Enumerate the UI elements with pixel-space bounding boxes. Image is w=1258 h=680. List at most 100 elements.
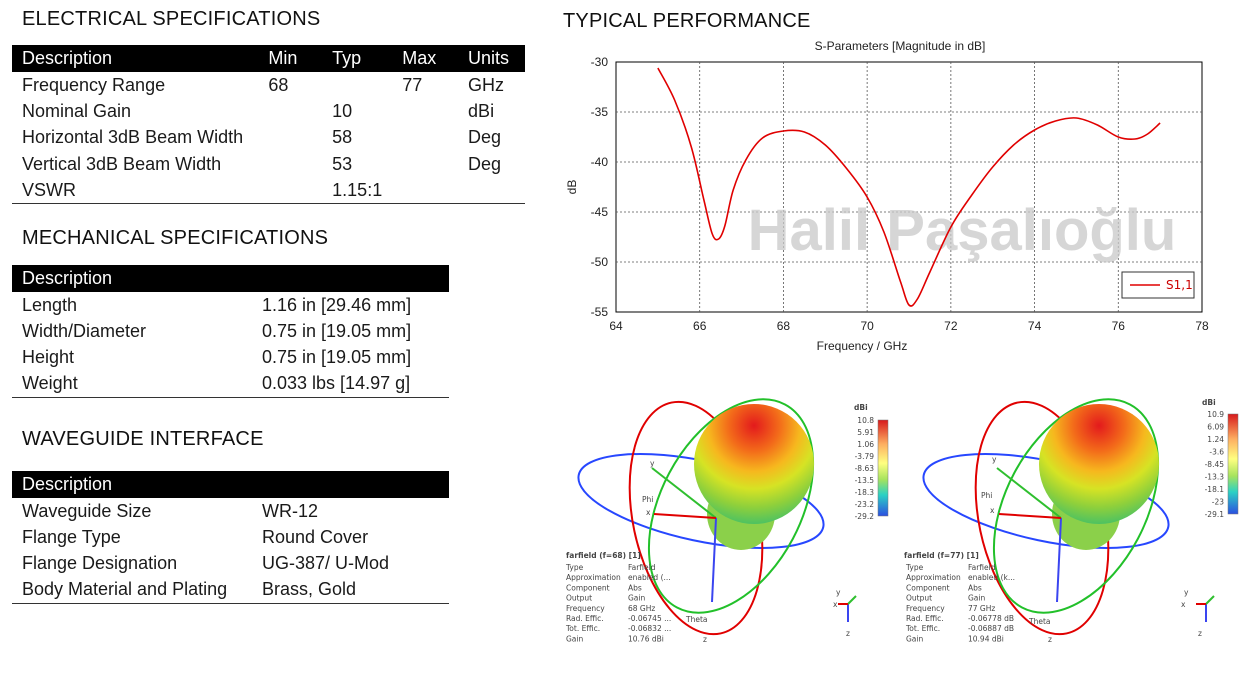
property-name: Gain	[566, 634, 583, 643]
farfield-plot-68: y Phi x Theta z dBi 10.8 5.91 1.06 -3.79 -8.…	[565, 398, 889, 644]
col-header-typ: Typ	[322, 45, 393, 72]
legend-label-s11: S1,1	[1166, 278, 1193, 292]
cell: Horizontal 3dB Beam Width	[22, 127, 244, 148]
property-value: enabled (k...	[968, 573, 1015, 582]
mechanical-spec-table: Description Length 1.16 in [29.46 mm] Wid…	[12, 265, 449, 398]
cell	[258, 125, 322, 151]
cell: Flange Designation	[22, 553, 178, 574]
cell: 10	[332, 100, 353, 121]
z-axis-arrow	[711, 517, 717, 603]
cell	[258, 151, 322, 177]
property-value: Gain	[968, 594, 985, 603]
cell: Frequency Range	[22, 74, 166, 95]
farfield-properties: Type Farfield Approximation enabled (k... Co…	[905, 563, 1015, 643]
colorbar-tick-label: -29.1	[1205, 510, 1225, 519]
z-axis-arrow	[1056, 517, 1062, 603]
cell	[322, 72, 392, 98]
phi-label: Phi	[981, 491, 992, 500]
cell: Waveguide Size	[22, 500, 152, 521]
y-tick-label: -35	[591, 105, 609, 119]
cell: Brass, Gold	[252, 576, 449, 604]
y-tick-label: -55	[591, 305, 609, 319]
cell: 1.16 in [29.46 mm]	[262, 294, 412, 315]
y-tick-label: -45	[591, 205, 609, 219]
x-tick-label: 76	[1112, 319, 1126, 333]
x-axis-arrow	[653, 513, 717, 519]
table-row: Height 0.75 in [19.05 mm]	[12, 345, 449, 371]
table-header-row: Description	[12, 471, 449, 498]
colorbar-tick-label: 6.09	[1207, 423, 1224, 432]
cell: Nominal Gain	[22, 100, 132, 121]
waveguide-spec-table: Description Waveguide Size WR-12 Flange T…	[12, 471, 449, 604]
y-tick-label: -50	[591, 255, 609, 269]
waveguide-spec-title: WAVEGUIDE INTERFACE	[22, 428, 264, 450]
series-line-s11	[657, 67, 1161, 307]
y-tick-label: -30	[591, 55, 609, 69]
property-value: -0.06745 ...	[628, 614, 671, 623]
property-value: Abs	[628, 583, 642, 592]
triad-y-label: y	[1184, 588, 1189, 597]
cell: 53	[332, 153, 353, 174]
colorbar-ticks: 10.8 5.91 1.06 -3.79 -8.63 -13.5 -18.3 -23.2 -29…	[855, 416, 875, 521]
table-header-row: Description	[12, 265, 449, 292]
property-value: Gain	[628, 594, 645, 603]
s-parameter-chart: S-Parameters [Magnitude in dB] Halil Paş…	[565, 39, 1209, 353]
main-lobe	[1039, 404, 1159, 524]
cell: Deg	[468, 127, 502, 148]
property-value: Abs	[968, 583, 982, 592]
cell: WR-12	[262, 500, 319, 521]
cell	[258, 177, 323, 204]
property-name: Output	[566, 594, 592, 603]
property-value: 77 GHz	[968, 604, 995, 613]
theta-label: Theta	[1028, 617, 1051, 626]
cell: 1.15:1	[322, 177, 393, 204]
table-row: Horizontal 3dB Beam Width 58 Deg	[12, 125, 525, 151]
cell: 68	[268, 74, 289, 95]
property-value: Farfield	[968, 563, 996, 572]
col-header-min: Min	[258, 45, 323, 72]
cell: Height	[22, 347, 75, 368]
gridlines	[616, 62, 1202, 312]
cell: dBi	[468, 100, 495, 121]
series-group	[657, 67, 1161, 307]
z-axis-label: z	[1048, 635, 1052, 644]
cell: 0.033 lbs [14.97 g]	[252, 370, 449, 398]
colorbar-tick-label: 1.06	[857, 440, 874, 449]
y-tick-label: -40	[591, 155, 609, 169]
cell: 58	[332, 127, 353, 148]
colorbar-ticks: 10.9 6.09 1.24 -3.6 -8.45 -13.3 -18.1 -23 -29.1	[1205, 410, 1225, 519]
theta-ring-green	[647, 398, 815, 614]
theta-ring-green	[992, 398, 1160, 614]
table-row: VSWR 1.15:1	[12, 177, 525, 204]
property-name: Tot. Effic.	[565, 624, 600, 633]
cell: 0.75 in [19.05 mm]	[262, 347, 412, 368]
main-lobe	[694, 404, 814, 524]
theta-label: Theta	[685, 615, 708, 624]
property-name: Component	[906, 583, 950, 592]
table-row: Nominal Gain 10 dBi	[12, 98, 525, 124]
col-header-description: Description	[12, 471, 449, 498]
colorbar-tick-label: -23.2	[855, 500, 875, 509]
x-tick-label: 72	[944, 319, 958, 333]
colorbar-tick-label: 5.91	[857, 428, 874, 437]
triad-y-label: y	[836, 588, 841, 597]
table-row: Length 1.16 in [29.46 mm]	[12, 292, 449, 318]
cell	[392, 125, 458, 151]
colorbar-tick-label: -13.3	[1205, 473, 1225, 482]
table-row: Waveguide Size WR-12	[12, 498, 449, 524]
colorbar-tick-label: -18.3	[855, 488, 875, 497]
property-name: Frequency	[566, 604, 605, 613]
triad-z-label: z	[846, 629, 850, 638]
x-tick-label: 66	[693, 319, 707, 333]
table-row: Width/Diameter 0.75 in [19.05 mm]	[12, 318, 449, 344]
y-axis-label: dB	[565, 180, 579, 195]
cell	[392, 98, 458, 124]
property-value: enabled (...	[628, 573, 671, 582]
cell: 77	[402, 74, 423, 95]
property-value: 68 GHz	[628, 604, 655, 613]
property-name: Approximation	[906, 573, 961, 582]
y-axis-arrow	[996, 467, 1062, 519]
colorbar-tick-label: -3.79	[855, 452, 875, 461]
cell	[458, 177, 525, 204]
x-tick-label: 68	[777, 319, 791, 333]
